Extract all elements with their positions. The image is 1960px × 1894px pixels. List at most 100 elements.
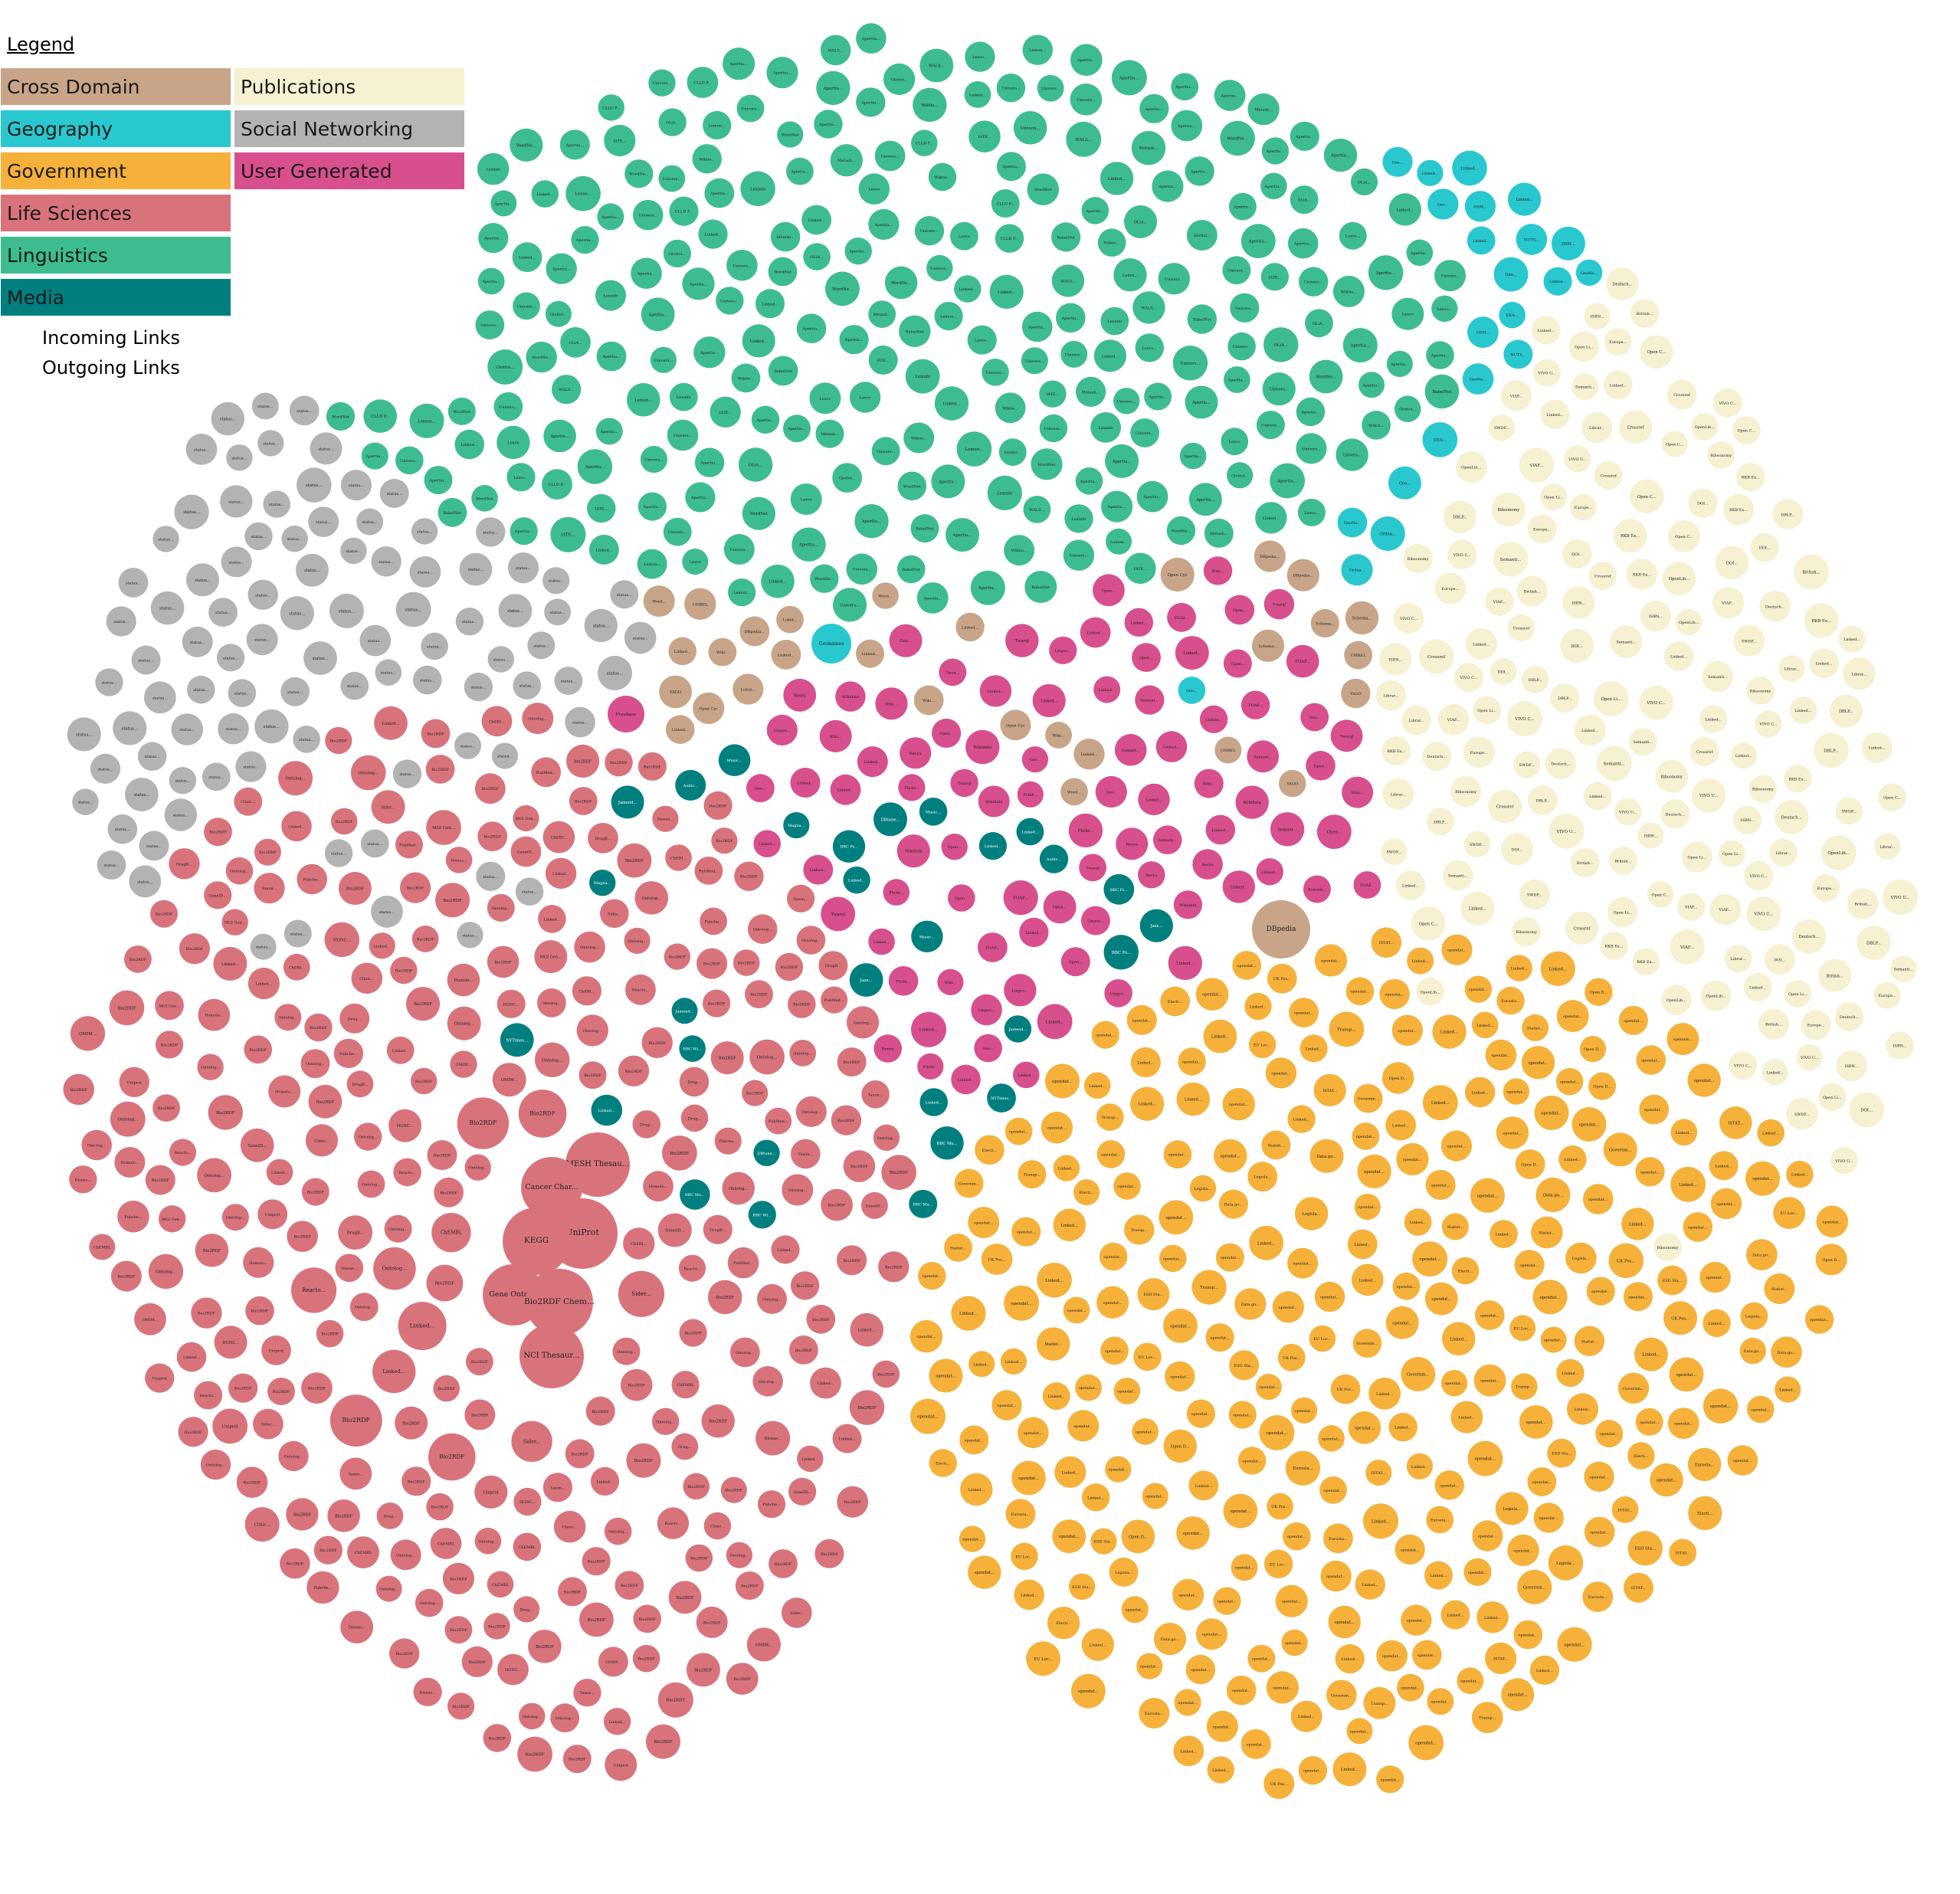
dataset-node[interactable]: Librar... — [1843, 657, 1876, 690]
dataset-bubble[interactable] — [1042, 1382, 1070, 1411]
dataset-bubble[interactable] — [510, 836, 542, 867]
dataset-node[interactable]: IATE... — [1260, 263, 1290, 291]
dataset-node[interactable]: OpenLib... — [1455, 451, 1487, 483]
dataset-node[interactable]: Metash... — [1204, 518, 1234, 548]
dataset-node[interactable]: opendat... — [1401, 1604, 1432, 1636]
dataset-node[interactable]: DBLP... — [1857, 926, 1891, 960]
dataset-bubble[interactable] — [400, 872, 431, 903]
dataset-node[interactable]: status... — [289, 395, 320, 426]
dataset-node[interactable]: Ontolog... — [300, 1049, 330, 1079]
dataset-node[interactable]: Linked... — [1335, 1644, 1365, 1674]
dataset-bubble[interactable] — [1159, 1244, 1187, 1273]
dataset-bubble[interactable] — [682, 549, 709, 575]
dataset-bubble[interactable] — [389, 1638, 420, 1669]
dataset-bubble[interactable] — [669, 382, 698, 411]
dataset-bubble[interactable] — [1139, 1698, 1170, 1729]
dataset-node[interactable]: opendat... — [1650, 1463, 1683, 1497]
dataset-bubble[interactable] — [1342, 328, 1378, 363]
dataset-node[interactable]: BBC Wi... — [748, 1201, 776, 1229]
dataset-node[interactable]: WordNe... — [1309, 359, 1343, 394]
dataset-node[interactable]: Data.go... — [1153, 1623, 1187, 1656]
dataset-node[interactable]: status... — [491, 742, 519, 769]
dataset-bubble[interactable] — [1778, 655, 1805, 682]
dataset-bubble[interactable] — [595, 418, 623, 445]
dataset-node[interactable]: Governm... — [1401, 1357, 1436, 1391]
dataset-node[interactable]: Bibsonomy — [1654, 1233, 1682, 1261]
dataset-bubble[interactable] — [1663, 1301, 1697, 1335]
dataset-bubble[interactable] — [1655, 760, 1688, 793]
dataset-node[interactable]: OpenLib... — [1691, 413, 1719, 441]
dataset-node[interactable]: Apertiu... — [1075, 467, 1103, 495]
dataset-node[interactable]: opendat... — [991, 1390, 1022, 1420]
dataset-node[interactable]: opendat... — [1214, 1139, 1247, 1173]
dataset-node[interactable]: opendat... — [1223, 1493, 1258, 1529]
dataset-bubble[interactable] — [349, 1293, 379, 1322]
dataset-bubble[interactable] — [1816, 1205, 1848, 1238]
dataset-bubble[interactable] — [1382, 1062, 1414, 1094]
dataset-bubble[interactable] — [338, 1215, 373, 1250]
dataset-bubble[interactable] — [1222, 256, 1251, 285]
dataset-node[interactable]: Music... — [911, 920, 943, 953]
dataset-node[interactable]: status... — [118, 568, 149, 598]
dataset-node[interactable]: Bio2RDF — [457, 1097, 510, 1149]
dataset-node[interactable]: Bio2RDF — [483, 1613, 510, 1640]
dataset-node[interactable]: Bio2RDF — [696, 1606, 728, 1638]
dataset-bubble[interactable] — [1285, 1450, 1320, 1486]
dataset-bubble[interactable] — [431, 1213, 471, 1253]
dataset-bubble[interactable] — [442, 1562, 475, 1594]
dataset-bubble[interactable] — [1186, 220, 1218, 251]
dataset-node[interactable]: BabelNet — [896, 555, 926, 584]
dataset-bubble[interactable] — [1272, 1291, 1304, 1323]
dataset-node[interactable]: Ontolog... — [221, 1204, 249, 1231]
dataset-node[interactable]: Statist... — [1764, 1273, 1795, 1304]
dataset-node[interactable]: Linked... — [1300, 1034, 1328, 1063]
dataset-node[interactable]: opendat... — [1396, 1142, 1429, 1176]
dataset-bubble[interactable] — [1603, 1132, 1637, 1167]
dataset-node[interactable]: Wikidata — [965, 729, 1000, 765]
dataset-bubble[interactable] — [1045, 1063, 1080, 1099]
dataset-node[interactable]: Bio2RDF — [646, 1724, 680, 1759]
dataset-node[interactable]: status... — [284, 919, 312, 948]
dataset-bubble[interactable] — [1067, 1410, 1100, 1442]
dataset-node[interactable]: Linked... — [1332, 1752, 1367, 1787]
dataset-node[interactable]: Linked... — [1130, 1047, 1161, 1078]
dataset-bubble[interactable] — [959, 1525, 986, 1552]
dataset-node[interactable]: status... — [169, 767, 197, 795]
dataset-bubble[interactable] — [1650, 1463, 1683, 1497]
dataset-node[interactable]: Crossref — [1588, 562, 1617, 590]
dataset-node[interactable]: opendat... — [1298, 1756, 1328, 1785]
dataset-node[interactable]: PubMed... — [531, 757, 561, 788]
dataset-bubble[interactable] — [1332, 275, 1365, 307]
dataset-node[interactable]: Bio2RDF — [109, 990, 145, 1026]
dataset-bubble[interactable] — [934, 386, 969, 421]
dataset-bubble[interactable] — [726, 1542, 753, 1568]
dataset-node[interactable]: opendat... — [1105, 1456, 1132, 1483]
dataset-node[interactable]: SWDF... — [1519, 879, 1550, 910]
dataset-node[interactable]: Geonames — [811, 624, 851, 664]
dataset-node[interactable]: status... — [454, 732, 481, 759]
dataset-node[interactable]: Uniprot — [474, 1475, 508, 1509]
dataset-bubble[interactable] — [1764, 1273, 1795, 1304]
dataset-bubble[interactable] — [1586, 1276, 1615, 1306]
dataset-node[interactable]: Linked... — [1422, 1085, 1458, 1121]
dataset-bubble[interactable] — [846, 1006, 880, 1039]
dataset-node[interactable]: Apertiu... — [1241, 224, 1276, 259]
dataset-node[interactable]: PubMed... — [821, 986, 848, 1014]
dataset-node[interactable]: Apertiu... — [786, 157, 814, 185]
dataset-bubble[interactable] — [553, 1510, 586, 1543]
dataset-bubble[interactable] — [703, 989, 731, 1017]
dataset-node[interactable]: Lemon... — [728, 578, 756, 607]
dataset-node[interactable]: Bio2RDF — [726, 1663, 759, 1696]
dataset-node[interactable]: DrugB... — [169, 848, 200, 880]
dataset-node[interactable]: Apertiu... — [1290, 121, 1319, 151]
dataset-bubble[interactable] — [839, 325, 869, 355]
dataset-node[interactable]: CLLD P... — [598, 94, 624, 121]
dataset-bubble[interactable] — [1081, 197, 1109, 224]
dataset-bubble[interactable] — [351, 962, 383, 995]
dataset-node[interactable]: Open C... — [1411, 906, 1446, 941]
dataset-bubble[interactable] — [421, 719, 451, 749]
dataset-node[interactable]: Geo... — [889, 624, 923, 657]
dataset-bubble[interactable] — [1657, 1265, 1688, 1296]
dataset-node[interactable]: Governm... — [1326, 1679, 1357, 1711]
dataset-node[interactable]: Wiki... — [1203, 556, 1233, 585]
